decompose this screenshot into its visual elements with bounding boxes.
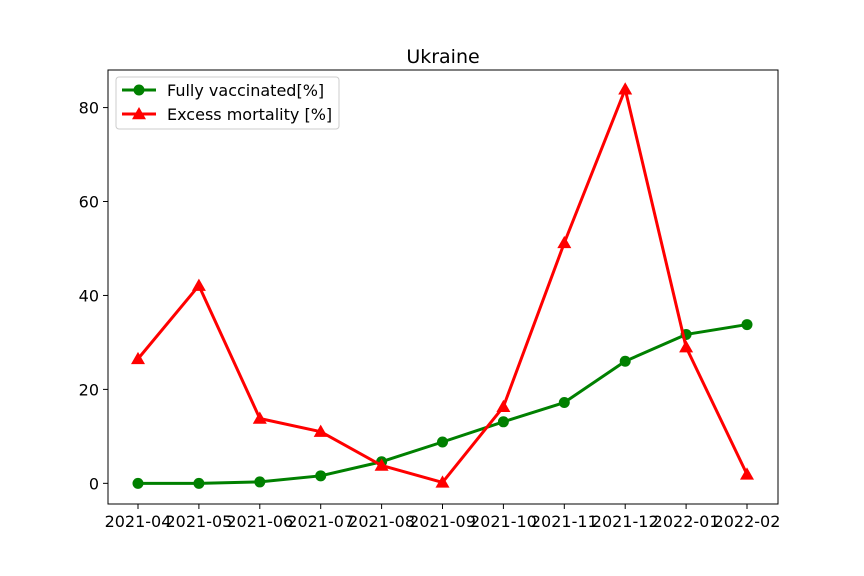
x-tick-label: 2021-04 [105, 512, 172, 531]
x-tick-label: 2021-06 [226, 512, 293, 531]
data-point [496, 399, 511, 413]
series-line [136, 87, 749, 484]
series-2 [131, 82, 754, 488]
data-point [740, 467, 754, 480]
data-point [619, 355, 631, 367]
x-tick-label: 2021-10 [470, 512, 537, 531]
x-tick-label: 2021-08 [348, 512, 415, 531]
y-tick-label: 60 [79, 193, 99, 212]
series-line [138, 323, 748, 485]
data-point [435, 475, 450, 488]
chart-title: Ukraine [406, 46, 479, 68]
x-tick-label: 2021-09 [409, 512, 476, 531]
plot-frame [107, 69, 779, 505]
data-point [497, 416, 509, 428]
legend-box [115, 76, 340, 130]
data-point [254, 476, 266, 488]
legend-label: Excess mortality [%] [167, 105, 332, 124]
x-tick-label: 2021-05 [165, 512, 232, 531]
legend-entry: Fully vaccinated[%] [122, 81, 324, 100]
data-point [741, 319, 753, 331]
legend-label: Fully vaccinated[%] [167, 81, 324, 100]
data-point [618, 82, 633, 95]
data-point [557, 235, 572, 249]
data-point [252, 411, 267, 424]
y-tick-label: 40 [79, 286, 99, 305]
legend-marker [132, 107, 146, 120]
x-tick-label: 2022-02 [714, 512, 781, 531]
legend-marker [133, 84, 145, 96]
series-layer [131, 82, 754, 489]
x-tick-label: 2021-07 [287, 512, 354, 531]
data-point [437, 436, 448, 448]
data-point [315, 470, 327, 482]
data-point [558, 397, 570, 409]
data-point [131, 351, 145, 365]
axis-ticks: 2021-042021-052021-062021-072021-082021-… [79, 99, 781, 531]
legend: Fully vaccinated[%] Excess mortality [%] [115, 76, 340, 130]
legend-entry: Excess mortality [%] [122, 105, 332, 124]
x-tick-label: 2021-11 [531, 512, 598, 531]
x-tick-label: 2021-12 [592, 512, 659, 531]
y-tick-label: 80 [79, 99, 99, 118]
data-point [191, 278, 206, 291]
data-point [679, 340, 694, 353]
series-1 [132, 319, 753, 489]
data-point [193, 477, 205, 489]
y-tick-label: 0 [89, 474, 99, 493]
x-tick-label: 2022-01 [653, 512, 720, 531]
data-point [313, 424, 328, 437]
y-tick-label: 20 [79, 380, 99, 399]
data-point [132, 477, 144, 489]
data-point [374, 458, 389, 471]
